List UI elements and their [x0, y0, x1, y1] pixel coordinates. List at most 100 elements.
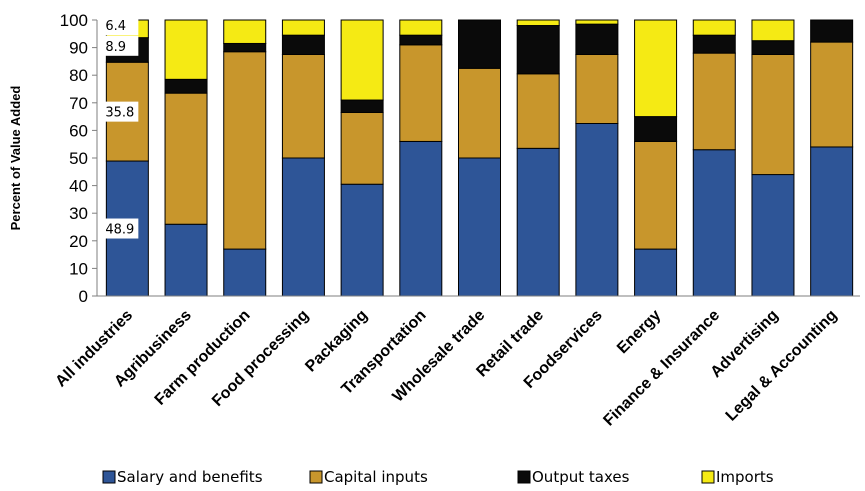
data-label-box [100, 218, 139, 239]
bar-segment-capital-inputs [223, 51, 267, 250]
data-label: 8.9 [100, 35, 139, 56]
legend-item: Output taxes [517, 468, 630, 486]
legend-swatch [309, 470, 323, 484]
y-axis-title: Percent of Value Added [8, 86, 23, 231]
bar-segment-capital-inputs [516, 73, 560, 149]
bar-segment-capital-inputs [634, 140, 678, 250]
x-category-label: Legal & Accounting [723, 307, 841, 425]
bars [105, 19, 854, 297]
bar-segment-output-taxes [692, 34, 736, 54]
legend-item: Salary and benefits [102, 468, 263, 486]
bar-segment-salary-and-benefits [281, 157, 325, 297]
legend-label: Imports [716, 468, 774, 486]
bar-segment-salary-and-benefits [399, 140, 443, 297]
bar-segment-salary-and-benefits [223, 248, 267, 297]
data-label-text: 48.9 [105, 223, 134, 238]
bar-stack-11 [751, 19, 795, 297]
y-tick-label: 100 [60, 11, 88, 30]
data-label: 48.9 [100, 218, 139, 239]
y-tick-label: 40 [69, 177, 88, 196]
data-label-box [100, 101, 139, 122]
bar-segment-capital-inputs [458, 67, 501, 159]
bar-segment-output-taxes [751, 40, 795, 56]
bar-stack-0 [105, 19, 149, 297]
bar-segment-salary-and-benefits [340, 183, 384, 297]
data-label-box [100, 35, 139, 56]
bar-segment-salary-and-benefits [575, 123, 619, 297]
bar-segment-salary-and-benefits [751, 174, 795, 297]
legend-swatch [102, 470, 116, 484]
bar-segment-imports [516, 19, 560, 27]
data-label-text: 6.4 [105, 19, 126, 34]
bar-segment-capital-inputs [751, 54, 795, 176]
bar-stack-7 [516, 19, 560, 297]
bar-segment-salary-and-benefits [164, 223, 208, 297]
y-tick-label: 30 [69, 204, 88, 223]
y-tick-label: 80 [69, 66, 88, 85]
bar-segment-salary-and-benefits [692, 149, 736, 297]
legend: Salary and benefits Capital inputs Output … [102, 468, 774, 486]
bar-stack-8 [575, 19, 619, 297]
y-tick-label: 60 [69, 121, 88, 140]
y-tick-label: 90 [69, 39, 88, 58]
bar-segment-salary-and-benefits [634, 248, 678, 297]
legend-item: Imports [701, 468, 774, 486]
x-category-label: Food processing [209, 307, 312, 410]
bar-stack-4 [340, 19, 384, 297]
x-category-label: Energy [614, 307, 664, 357]
y-axis: 0 10 20 30 40 50 60 70 80 90 100 [60, 11, 98, 306]
y-tick-label: 50 [69, 149, 88, 168]
bar-segment-capital-inputs [399, 44, 443, 142]
bar-stack-1 [164, 19, 208, 297]
bar-segment-output-taxes [810, 19, 854, 43]
data-label: 6.4 [100, 15, 139, 36]
legend-swatch [517, 470, 531, 484]
bar-segment-capital-inputs [281, 54, 325, 159]
bar-segment-imports [223, 19, 267, 44]
bar-segment-imports [164, 19, 208, 80]
bar-segment-capital-inputs [575, 54, 619, 124]
y-tick-label: 10 [69, 259, 88, 278]
legend-label: Output taxes [532, 468, 630, 486]
bar-segment-capital-inputs [340, 111, 384, 185]
bar-segment-output-taxes [458, 19, 501, 69]
bar-segment-imports [751, 19, 795, 42]
bar-segment-capital-inputs [810, 41, 854, 148]
legend-item: Capital inputs [309, 468, 428, 486]
bar-segment-imports [634, 19, 678, 118]
bar-stack-6 [458, 19, 501, 297]
y-tick-label: 0 [79, 287, 88, 306]
data-label: 35.8 [100, 101, 139, 122]
data-label-box [100, 15, 139, 36]
bar-segment-output-taxes [281, 34, 325, 55]
bar-stack-3 [281, 19, 325, 297]
bar-segment-salary-and-benefits [458, 157, 501, 297]
bar-segment-capital-inputs [164, 92, 208, 225]
bar-segment-imports [692, 19, 736, 36]
bar-segment-output-taxes [399, 34, 443, 46]
bar-segment-output-taxes [223, 42, 267, 53]
bar-stack-5 [399, 19, 443, 297]
y-tick-label: 70 [69, 94, 88, 113]
bar-stack-2 [223, 19, 267, 297]
bar-stack-9 [634, 19, 678, 297]
bar-segment-salary-and-benefits [516, 147, 560, 297]
legend-label: Salary and benefits [117, 468, 263, 486]
bar-segment-output-taxes [634, 116, 678, 142]
bar-segment-capital-inputs [692, 52, 736, 151]
data-label-text: 35.8 [105, 106, 134, 121]
bar-segment-imports [281, 19, 325, 36]
y-tick-label: 20 [69, 232, 88, 251]
bar-segment-output-taxes [164, 78, 208, 94]
bar-segment-imports [575, 19, 619, 25]
x-category-label: Finance & Insurance [600, 307, 723, 430]
bar-segment-imports [340, 19, 384, 101]
bar-segment-output-taxes [340, 99, 384, 113]
bar-segment-output-taxes [575, 23, 619, 55]
data-label-text: 8.9 [105, 40, 126, 55]
legend-swatch [701, 470, 715, 484]
bar-stack-10 [692, 19, 736, 297]
bar-stack-12 [810, 19, 854, 297]
